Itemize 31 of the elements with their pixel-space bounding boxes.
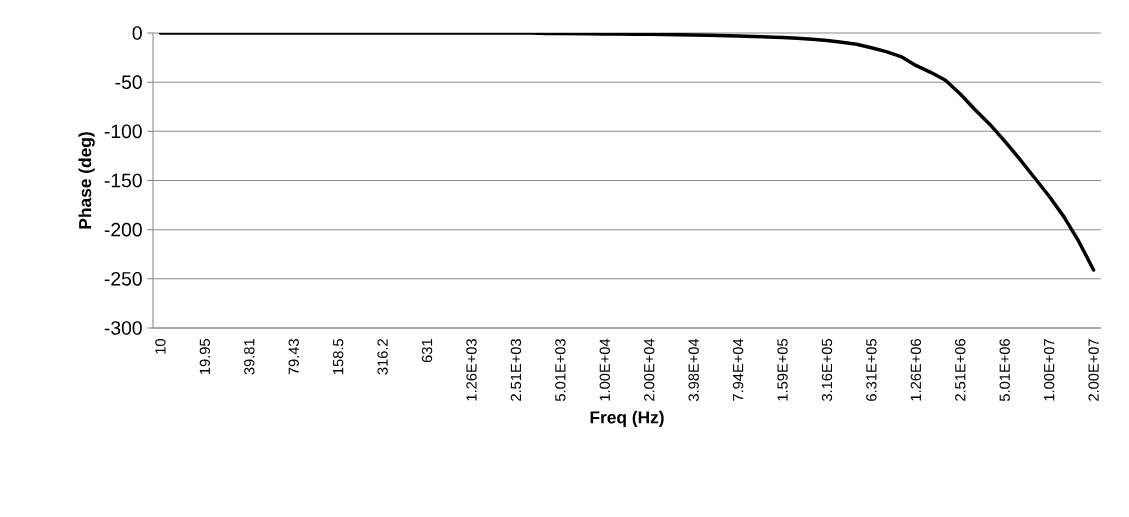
x-tick-label: 79.43 bbox=[288, 339, 299, 375]
x-tick-label: 3.98E+04 bbox=[688, 338, 699, 402]
x-tick-label: 631 bbox=[421, 339, 433, 363]
x-tick-label: 19.95 bbox=[199, 339, 211, 374]
x-tick-label: 7.94E+04 bbox=[732, 338, 744, 401]
x-tick-label: 3.16E+05 bbox=[821, 339, 833, 402]
x-tick-label: 2.00E+04 bbox=[644, 338, 655, 401]
x-tick-label: 2.51E+06 bbox=[955, 339, 966, 401]
y-tick-label: -200 bbox=[104, 222, 142, 237]
y-tick-label: -100 bbox=[104, 124, 142, 139]
y-tick-label: -50 bbox=[115, 75, 142, 90]
x-tick-label: 39.81 bbox=[244, 339, 255, 375]
x-tick-label: 1.00E+07 bbox=[1043, 339, 1055, 401]
y-tick-label: 0 bbox=[132, 26, 142, 40]
x-tick-label: 1.00E+04 bbox=[599, 338, 610, 401]
x-tick-label: 2.51E+03 bbox=[510, 339, 522, 401]
x-tick-label: 6.31E+05 bbox=[866, 339, 877, 401]
x-tick-label: 5.01E+03 bbox=[555, 339, 566, 402]
y-tick-label: -300 bbox=[104, 321, 142, 335]
x-tick-label: 2.00E+07 bbox=[1088, 339, 1099, 401]
x-tick-label: 5.01E+06 bbox=[999, 339, 1010, 402]
x-tick-label: 158.5 bbox=[332, 339, 344, 374]
y-axis-title: Phase (deg) bbox=[78, 132, 95, 229]
x-tick-label: 10 bbox=[155, 338, 166, 354]
x-tick-label: 1.26E+03 bbox=[466, 339, 477, 401]
x-axis-title: Freq (Hz) bbox=[590, 410, 664, 427]
x-tick-label: 1.26E+06 bbox=[910, 339, 922, 401]
x-tick-label: 316.2 bbox=[377, 339, 388, 375]
x-tick-label: 1.59E+05 bbox=[777, 339, 788, 401]
y-tick-label: -250 bbox=[104, 271, 142, 286]
y-tick-label: -150 bbox=[104, 173, 142, 188]
